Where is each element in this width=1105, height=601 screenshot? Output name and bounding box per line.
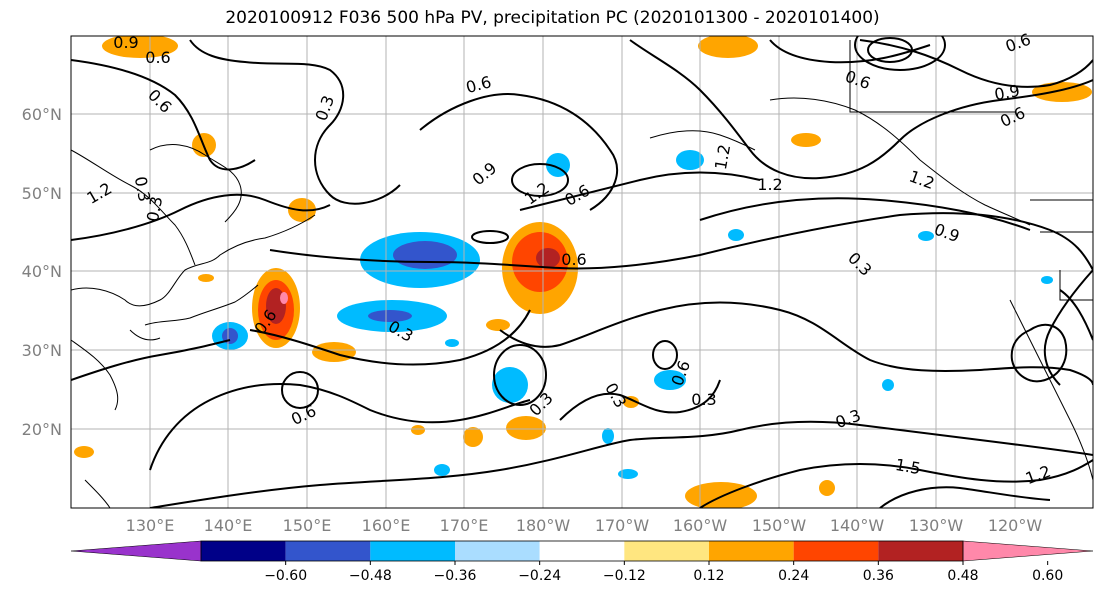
- precip-fill-positive: [280, 292, 288, 304]
- latitude-label: 50°N: [22, 184, 62, 203]
- colorbar-tick-label: 0.36: [863, 568, 894, 584]
- contour-label: 0.9: [993, 81, 1021, 104]
- precip-fill-negative: [918, 231, 934, 241]
- contour-label: 1.2: [757, 175, 782, 194]
- longitude-label: 120°W: [988, 516, 1043, 535]
- longitude-label: 160°W: [673, 516, 728, 535]
- latitude-label: 60°N: [22, 105, 62, 124]
- contour-label: 0.9: [113, 33, 138, 52]
- precip-fill-positive: [74, 446, 94, 458]
- colorbar-tick-label: −0.60: [264, 568, 307, 584]
- colorbar-tick-label: 0.60: [1032, 568, 1063, 584]
- contour-label: 0.3: [131, 175, 154, 203]
- colorbar-segment: [201, 541, 286, 561]
- colorbar-segment: [709, 541, 794, 561]
- colorbar-tick-label: 0.12: [693, 568, 724, 584]
- contour-label: 1.5: [894, 455, 922, 478]
- precip-fill-negative: [728, 229, 744, 241]
- longitude-label: 140°E: [204, 516, 253, 535]
- precip-fill-positive: [536, 248, 560, 268]
- longitude-label: 140°W: [830, 516, 885, 535]
- colorbar-tick-label: −0.36: [434, 568, 477, 584]
- map-border: [70, 35, 1094, 509]
- longitude-label: 150°E: [283, 516, 332, 535]
- precip-fill-negative: [882, 379, 894, 391]
- contour-label: 0.6: [561, 250, 586, 269]
- colorbar-segment: [878, 541, 963, 561]
- precip-fill-positive: [198, 274, 214, 282]
- contour-label: 0.3: [691, 390, 716, 409]
- colorbar-tick-label: 0.24: [778, 568, 809, 584]
- colorbar-segment: [539, 541, 625, 561]
- precip-fill-negative: [393, 241, 457, 269]
- precip-fill-negative: [492, 367, 528, 403]
- longitude-labels: 130°E 140°E 150°E 160°E 170°E 180°W 170°W 160°W…: [126, 516, 1043, 535]
- latitude-label: 20°N: [22, 420, 62, 439]
- precip-fill-negative: [618, 469, 638, 479]
- precip-fill-positive: [1032, 82, 1092, 102]
- precip-fill-negative: [434, 464, 450, 476]
- precipitation-fills: [74, 36, 1092, 508]
- contour-label: 0.6: [145, 48, 170, 67]
- colorbar-segment: [285, 541, 371, 561]
- latitude-labels: 60°N 50°N 40°N 30°N 20°N: [22, 105, 62, 439]
- colorbar-tick-label: −0.12: [603, 568, 646, 584]
- colorbar-segment: [455, 541, 540, 561]
- map-background: [71, 36, 1093, 508]
- map-title: 2020100912 F036 500 hPa PV, precipitatio…: [225, 8, 880, 28]
- precip-fill-negative: [654, 370, 686, 390]
- longitude-label: 170°W: [595, 516, 650, 535]
- precip-fill-negative: [676, 150, 704, 170]
- colorbar-extend-low: [70, 540, 202, 562]
- precip-fill-positive: [819, 480, 835, 496]
- precip-fill-positive: [411, 425, 425, 435]
- contour-label: 1.2: [711, 143, 734, 171]
- precip-fill-positive: [506, 416, 546, 440]
- precip-fill-negative: [1041, 276, 1053, 284]
- precip-fill-negative: [445, 339, 459, 347]
- colorbar-extend-high: [962, 540, 1094, 562]
- longitude-label: 130°E: [126, 516, 175, 535]
- precip-fill-positive: [791, 133, 821, 147]
- colorbar-segment: [370, 541, 455, 561]
- precip-fill-positive: [486, 319, 510, 331]
- colorbar-segment: [624, 541, 709, 561]
- colorbar-tick-label: −0.48: [349, 568, 392, 584]
- colorbar-tick-label: 0.48: [947, 568, 978, 584]
- precip-fill-negative: [602, 428, 614, 444]
- pv-contours: [71, 36, 1093, 508]
- contour-label: 0.3: [143, 195, 166, 223]
- longitude-label: 130°W: [909, 516, 964, 535]
- longitude-label: 180°W: [516, 516, 571, 535]
- latitude-label: 40°N: [22, 262, 62, 281]
- precip-fill-negative: [368, 310, 412, 322]
- colorbar-segment: [793, 541, 879, 561]
- precip-fill-positive: [623, 396, 639, 408]
- longitude-label: 170°E: [440, 516, 489, 535]
- colorbar: −0.60 −0.48 −0.36 −0.24 −0.12 0.12 0.24 0.36 0.4…: [70, 540, 1094, 584]
- colorbar-tick-label: −0.24: [518, 568, 561, 584]
- colorbar-outline: [200, 540, 964, 562]
- longitude-label: 160°E: [362, 516, 411, 535]
- longitude-label: 150°W: [752, 516, 807, 535]
- precip-fill-positive: [463, 427, 483, 447]
- precip-fill-positive: [102, 36, 178, 58]
- precip-fill-positive: [698, 36, 758, 58]
- latitude-label: 30°N: [22, 341, 62, 360]
